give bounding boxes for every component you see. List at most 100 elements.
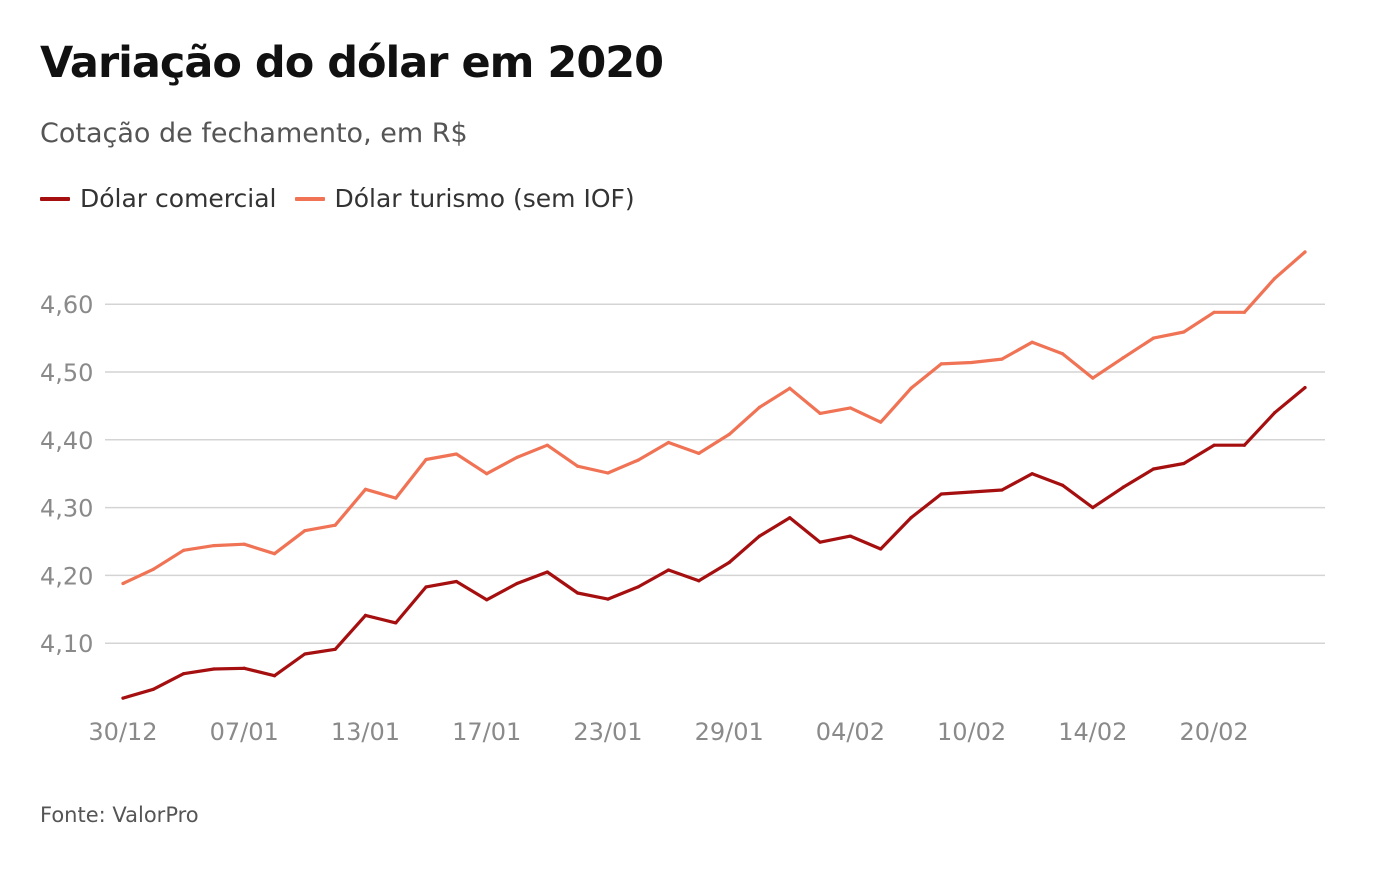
data-point-turismo	[363, 487, 368, 491]
data-point-turismo	[1182, 330, 1186, 334]
data-point-turismo	[1060, 352, 1065, 356]
data-point-turismo	[1273, 276, 1277, 281]
data-point-comercial	[545, 570, 549, 574]
data-point-comercial	[151, 687, 155, 691]
data-point-turismo	[1212, 310, 1216, 314]
data-point-comercial	[1212, 443, 1216, 447]
data-point-turismo	[818, 411, 822, 415]
y-tick-label: 4,30	[40, 495, 93, 523]
legend: Dólar comercial Dólar turismo (sem IOF)	[40, 184, 653, 213]
data-point-comercial	[818, 540, 822, 544]
data-point-turismo	[303, 529, 307, 533]
data-point-turismo	[848, 406, 852, 410]
data-point-comercial	[1242, 443, 1246, 447]
data-point-comercial	[363, 613, 368, 618]
legend-label-turismo: Dólar turismo (sem IOF)	[334, 184, 635, 213]
legend-swatch-comercial	[40, 196, 70, 201]
data-point-comercial	[1000, 488, 1004, 492]
data-point-turismo	[485, 472, 489, 476]
data-point-turismo	[909, 386, 913, 390]
data-point-comercial	[727, 560, 731, 565]
data-point-comercial	[212, 667, 216, 671]
data-point-turismo	[242, 542, 246, 546]
data-point-comercial	[1091, 506, 1095, 510]
data-point-comercial	[636, 585, 640, 589]
data-point-turismo	[1121, 356, 1125, 360]
data-point-turismo	[1303, 250, 1307, 254]
data-point-comercial	[303, 652, 307, 656]
data-point-turismo	[757, 405, 762, 409]
x-tick-label: 23/01	[573, 718, 642, 746]
data-point-comercial	[1273, 411, 1277, 415]
legend-item-turismo: Dólar turismo (sem IOF)	[294, 184, 635, 213]
data-point-turismo	[151, 567, 155, 571]
data-point-turismo	[182, 548, 186, 552]
x-tick-label: 30/12	[88, 718, 157, 746]
data-point-comercial	[515, 581, 519, 586]
x-tick-label: 20/02	[1179, 718, 1248, 746]
data-point-turismo	[515, 455, 519, 460]
data-point-comercial	[576, 591, 580, 595]
data-point-comercial	[242, 666, 246, 670]
y-tick-label: 4,10	[40, 630, 93, 658]
x-tick-label: 13/01	[331, 718, 400, 746]
data-point-turismo	[394, 496, 398, 500]
data-point-turismo	[1091, 376, 1095, 380]
data-point-comercial	[182, 672, 186, 676]
data-point-turismo	[697, 451, 701, 455]
legend-swatch-turismo	[294, 196, 325, 201]
data-point-comercial	[697, 579, 701, 583]
y-tick-label: 4,40	[40, 427, 93, 455]
data-point-turismo	[424, 457, 428, 462]
x-tick-label: 04/02	[816, 718, 885, 746]
data-point-turismo	[212, 543, 216, 548]
source-note: Fonte: ValorPro	[40, 803, 199, 827]
legend-item-comercial: Dólar comercial	[40, 184, 277, 213]
data-point-comercial	[970, 490, 974, 494]
data-point-turismo	[576, 464, 580, 468]
data-point-turismo	[454, 452, 458, 456]
x-tick-label: 17/01	[452, 718, 521, 746]
x-tick-label: 07/01	[210, 718, 279, 746]
data-point-comercial	[666, 568, 671, 572]
data-point-comercial	[1030, 472, 1034, 476]
data-point-comercial	[394, 621, 398, 625]
series-line-turismo	[121, 250, 1307, 586]
series-line-comercial	[121, 386, 1307, 700]
data-point-comercial	[121, 696, 125, 700]
y-tick-label: 4,60	[40, 291, 93, 319]
y-tick-label: 4,50	[40, 359, 93, 387]
data-point-turismo	[545, 443, 549, 447]
data-point-turismo	[606, 471, 610, 475]
data-point-turismo	[1000, 357, 1004, 361]
data-point-turismo	[666, 440, 671, 445]
data-point-turismo	[879, 420, 883, 424]
data-point-comercial	[424, 585, 428, 589]
data-point-turismo	[939, 362, 943, 366]
data-point-turismo	[121, 581, 125, 586]
data-point-turismo	[636, 458, 640, 462]
data-point-comercial	[333, 647, 337, 651]
y-tick-label: 4,20	[40, 562, 93, 590]
data-point-comercial	[1303, 385, 1307, 390]
data-point-comercial	[848, 534, 852, 538]
data-point-comercial	[939, 492, 943, 496]
x-tick-label: 14/02	[1058, 718, 1127, 746]
data-point-turismo	[727, 432, 731, 436]
data-point-turismo	[970, 360, 974, 365]
data-point-comercial	[1121, 485, 1125, 489]
legend-label-comercial: Dólar comercial	[80, 184, 277, 213]
data-point-turismo	[1151, 336, 1156, 340]
data-point-comercial	[454, 579, 458, 584]
data-point-comercial	[272, 674, 277, 678]
data-point-turismo	[272, 552, 277, 556]
data-point-comercial	[757, 534, 762, 538]
data-point-comercial	[788, 516, 792, 520]
data-point-comercial	[909, 516, 913, 520]
x-tick-label: 29/01	[695, 718, 764, 746]
chart-subtitle: Cotação de fechamento, em R$	[40, 118, 468, 149]
data-point-comercial	[606, 597, 610, 601]
data-point-turismo	[1242, 310, 1246, 314]
data-point-comercial	[1182, 461, 1186, 466]
